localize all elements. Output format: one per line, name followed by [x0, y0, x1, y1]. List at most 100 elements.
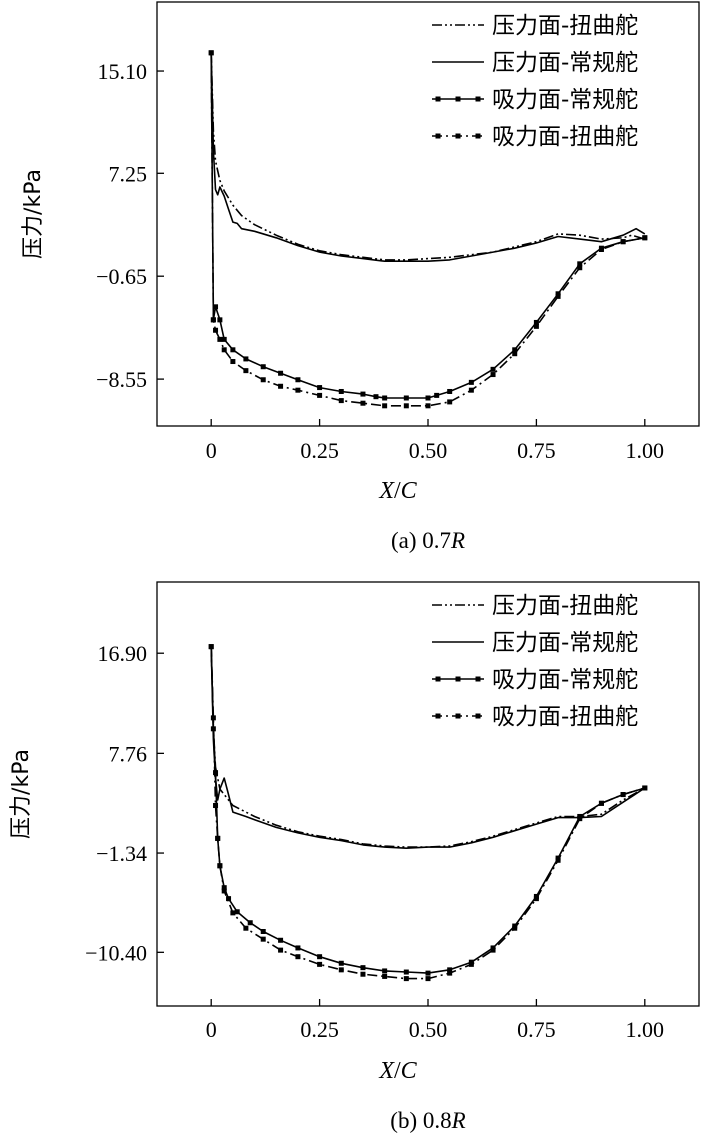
legend-entry: 压力面-常规舵 [492, 630, 638, 656]
chart-caption: (a) 0.7R [391, 528, 465, 553]
y-axis-label: 压力/kPa [9, 749, 34, 839]
y-tick-label: −10.40 [85, 940, 147, 965]
x-tick-label: 0.25 [300, 1017, 339, 1042]
series-point [577, 265, 583, 271]
series-point [447, 399, 453, 405]
series-point [213, 770, 219, 776]
series-point [247, 920, 253, 926]
legend-entry: 压力面-扭曲舵 [492, 593, 638, 619]
series-point [234, 909, 240, 915]
legend-marker [435, 713, 441, 719]
series-point [403, 976, 409, 982]
series-point [208, 50, 214, 56]
legend-marker [455, 676, 461, 682]
series-point [425, 395, 431, 401]
legend-entry: 压力面-常规舵 [492, 50, 638, 76]
x-tick-label: 0.75 [517, 1017, 556, 1042]
series-point [208, 644, 214, 650]
series-point [295, 945, 301, 951]
series-point [260, 377, 266, 383]
series-point [468, 387, 474, 393]
legend-entry: 吸力面-扭曲舵 [492, 704, 638, 730]
legend-marker [475, 713, 481, 719]
legend-entry: 吸力面-常规舵 [492, 87, 638, 113]
series-point [338, 960, 344, 966]
series-point [360, 965, 366, 971]
series-point [382, 403, 388, 409]
series-point [243, 368, 249, 374]
series-point [360, 971, 366, 977]
series-point [260, 928, 266, 934]
series-point [213, 327, 219, 333]
chart-caption: (b) 0.8R [390, 1108, 465, 1133]
series-point [260, 936, 266, 942]
series-point [213, 304, 219, 310]
series-point [642, 235, 648, 241]
series-point [425, 403, 431, 409]
series-point [217, 317, 223, 323]
series-point [295, 377, 301, 383]
x-tick-label: 0 [206, 1017, 217, 1042]
y-tick-label: −1.34 [96, 841, 147, 866]
series-point [403, 403, 409, 409]
series-point [338, 398, 344, 404]
series-point [382, 968, 388, 974]
x-tick-label: 0.50 [409, 1017, 448, 1042]
series-point [210, 317, 216, 323]
series-point [278, 383, 284, 389]
y-axis-label: 压力/kPa [21, 169, 46, 259]
y-tick-label: 7.76 [109, 741, 148, 766]
series-point [243, 925, 249, 931]
series-point [317, 961, 323, 967]
y-tick-label: −0.65 [96, 264, 147, 289]
legend-entry: 压力面-扭曲舵 [492, 13, 638, 39]
y-tick-label: −8.55 [96, 367, 147, 392]
series-line-1 [210, 52, 646, 261]
x-tick-label: 1.00 [626, 1017, 665, 1042]
series-point [317, 954, 323, 960]
series-point [434, 392, 440, 398]
series-point [598, 246, 604, 252]
series-point [278, 947, 284, 953]
series-point [425, 970, 431, 976]
chart-panel-b: 0 0.25 0.50 0.75 1.00 16.90 7.76 −1.34 −10.40 X/C… [9, 581, 700, 1133]
series-point [230, 347, 236, 353]
legend-marker [475, 133, 481, 139]
legend-marker [455, 96, 461, 102]
series-point [555, 857, 561, 863]
series-point [210, 715, 216, 721]
series-point [221, 336, 227, 342]
series-point [555, 291, 561, 297]
series-point [468, 961, 474, 967]
series-point [533, 896, 539, 902]
series-point [512, 925, 518, 931]
legend-marker [475, 676, 481, 682]
x-tick-label: 0.50 [409, 438, 448, 463]
series-point [373, 394, 379, 400]
series-point [447, 970, 453, 976]
series-point [215, 835, 221, 841]
series-point [382, 973, 388, 979]
series-point [295, 954, 301, 960]
series-point [577, 816, 583, 822]
series-point [512, 351, 518, 357]
series-point [295, 387, 301, 393]
series-line-2 [210, 646, 646, 850]
series-point [403, 395, 409, 401]
legend-marker [435, 676, 441, 682]
x-tick-label: 0.25 [300, 438, 339, 463]
series-point [243, 356, 249, 362]
legend-entry: 吸力面-扭曲舵 [492, 124, 638, 150]
chart-panel-a: 0 0.25 0.50 0.75 1.00 15.10 7.25 −0.65 −8.55 X/C 压… [21, 1, 700, 553]
y-tick-label: 7.25 [109, 161, 148, 186]
series-line-1 [210, 646, 646, 848]
series-point [260, 364, 266, 370]
series-line-4 [210, 646, 646, 980]
series-point [620, 792, 626, 798]
x-tick-label: 0 [206, 438, 217, 463]
series-point [403, 969, 409, 975]
series-point [221, 347, 227, 353]
legend-marker [435, 96, 441, 102]
series-point [317, 392, 323, 398]
